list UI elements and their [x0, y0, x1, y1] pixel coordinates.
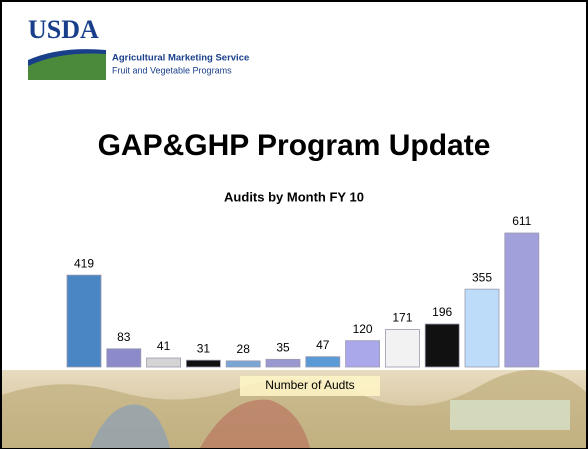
data-label: 47 [316, 338, 330, 352]
slide-title: GAP&GHP Program Update [98, 129, 491, 162]
data-label: 196 [432, 305, 452, 319]
bar [425, 324, 459, 367]
bar [465, 289, 499, 367]
slide: USDA Agricultural Marketing Service Frui… [0, 0, 588, 449]
bar [266, 359, 300, 367]
agency-name: Agricultural Marketing Service [112, 53, 249, 64]
data-label: 28 [237, 342, 251, 356]
data-label: 171 [392, 311, 412, 325]
data-label: 83 [117, 330, 131, 344]
data-label: 419 [74, 256, 94, 270]
bar [186, 360, 220, 367]
chart-title: Audits by Month FY 10 [224, 189, 364, 204]
data-label: 120 [353, 322, 373, 336]
bar [67, 275, 101, 367]
data-label: 31 [197, 341, 211, 355]
program-name: Fruit and Vegetable Programs [112, 65, 232, 75]
data-label: 611 [512, 214, 531, 228]
bar [505, 233, 539, 367]
bar [226, 361, 260, 367]
data-label: 41 [157, 339, 171, 353]
bar [107, 349, 141, 367]
data-label: 35 [276, 340, 290, 354]
bar [385, 329, 419, 367]
logo-text: USDA [28, 15, 99, 44]
bar [147, 358, 181, 367]
data-label: 355 [472, 270, 492, 284]
bar [346, 341, 380, 367]
bar [306, 357, 340, 367]
x-axis-title: Number of Audts [265, 378, 354, 392]
